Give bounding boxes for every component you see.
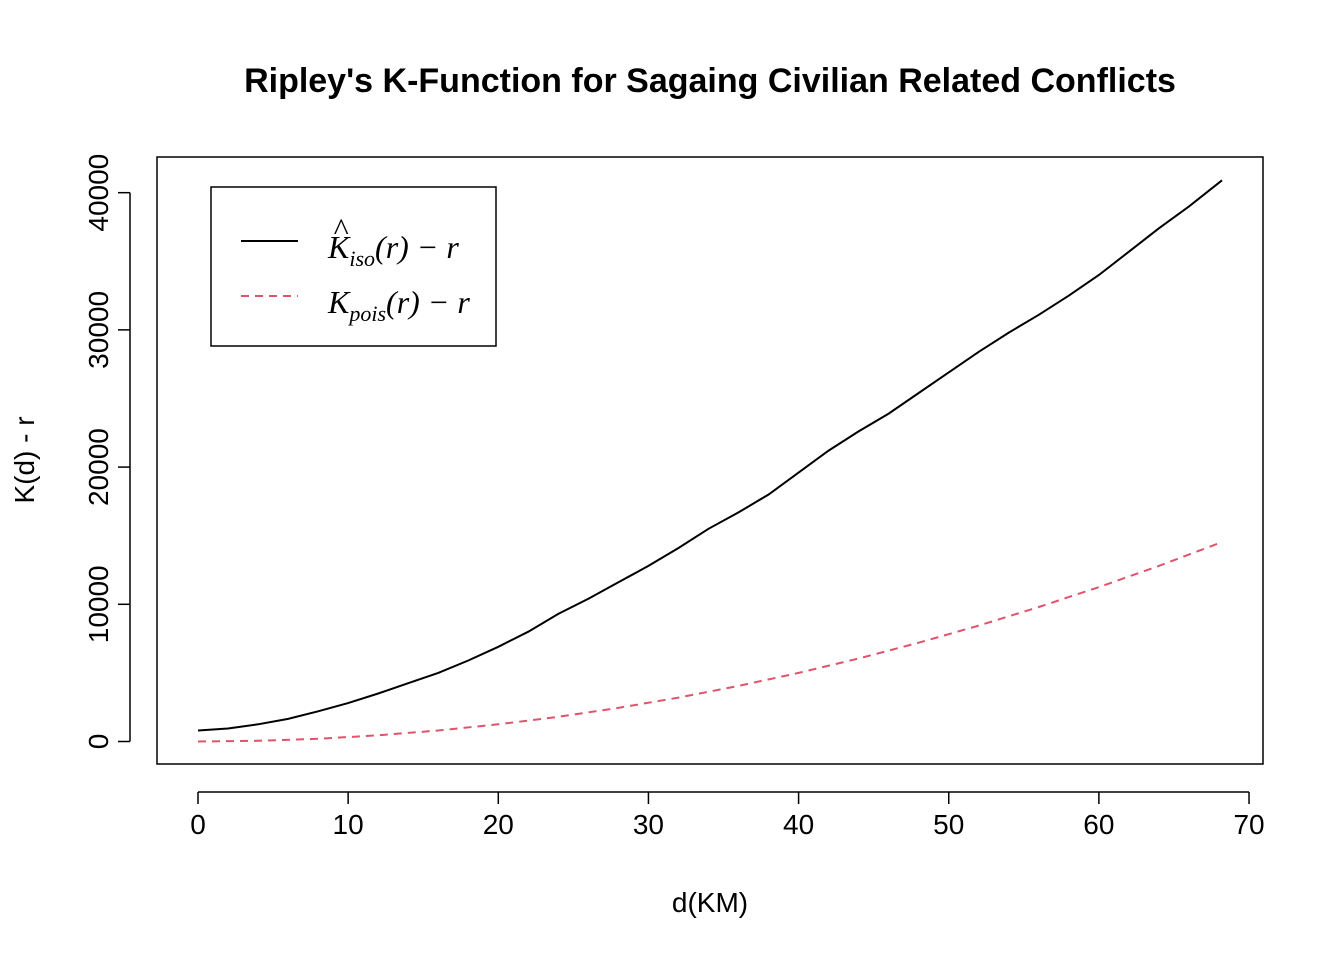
x-tick-label: 70 bbox=[1233, 809, 1264, 840]
legend: Kiso(r) − r^ Kpois(r) − r bbox=[210, 186, 497, 347]
legend-label-0: Kiso(r) − r bbox=[327, 229, 459, 271]
x-axis-label: d(KM) bbox=[672, 887, 748, 918]
legend-label-1: Kpois(r) − r bbox=[327, 284, 470, 326]
legend-box bbox=[210, 186, 497, 347]
y-tick-label: 20000 bbox=[83, 428, 114, 506]
y-tick-label: 0 bbox=[83, 734, 114, 750]
y-axis-label: K(d) - r bbox=[9, 416, 40, 503]
axes: 0 10 20 30 40 50 60 70 0 10000 20000 30000 40000 bbox=[83, 154, 1265, 840]
legend-hat-0: ^ bbox=[333, 211, 349, 247]
x-tick-label: 20 bbox=[483, 809, 514, 840]
x-tick-label: 30 bbox=[633, 809, 664, 840]
chart-title: Ripley's K-Function for Sagaing Civilian… bbox=[244, 62, 1176, 100]
series-layer bbox=[197, 179, 1223, 743]
plot-area bbox=[156, 156, 1264, 765]
series-line-0 bbox=[197, 179, 1223, 732]
series-line-1 bbox=[197, 542, 1220, 743]
x-tick-label: 50 bbox=[933, 809, 964, 840]
x-tick-label: 0 bbox=[190, 809, 206, 840]
x-tick-label: 60 bbox=[1083, 809, 1114, 840]
x-tick-label: 40 bbox=[783, 809, 814, 840]
y-tick-label: 40000 bbox=[83, 154, 114, 232]
x-tick-label: 10 bbox=[333, 809, 364, 840]
y-tick-label: 10000 bbox=[83, 565, 114, 643]
y-tick-label: 30000 bbox=[83, 291, 114, 369]
